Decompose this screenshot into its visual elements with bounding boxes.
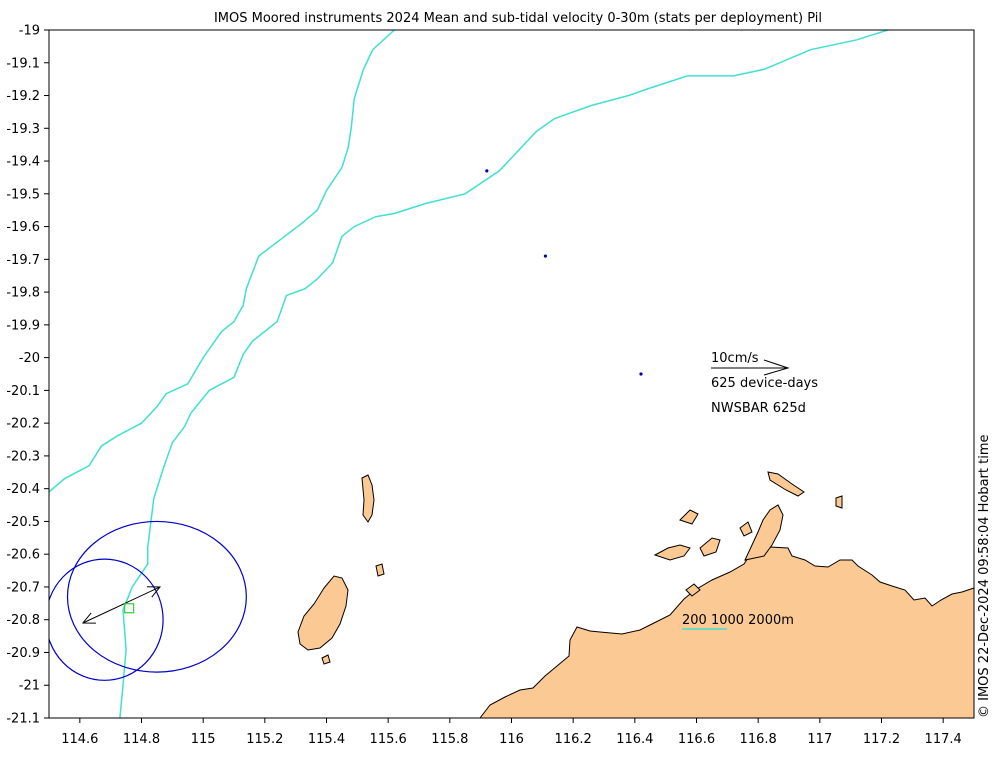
barrow-island [297, 575, 349, 651]
y-tick-label: -20 [19, 351, 40, 366]
scale-label: 10cm/s [711, 351, 759, 366]
island-small-i [375, 563, 385, 577]
island-small-h [321, 654, 331, 665]
y-tick-label: -19.8 [6, 286, 40, 301]
x-tick-label: 115.2 [246, 732, 283, 747]
burrup-peninsula [744, 504, 784, 561]
x-tick-label: 115.8 [431, 732, 468, 747]
points-layer [485, 169, 643, 376]
x-tick-label: 117.2 [863, 732, 900, 747]
station-marker [124, 603, 135, 614]
y-tick-label: -19.1 [6, 56, 40, 71]
device-days-label: 625 device-days [711, 376, 818, 391]
x-tick-label: 116.8 [740, 732, 777, 747]
y-tick-label: -20.9 [6, 646, 40, 661]
y-tick-label: -20.2 [6, 417, 40, 432]
y-tick-label: -19.5 [6, 187, 40, 202]
island-small-g [685, 583, 701, 597]
copyright-label: © IMOS 22-Dec-2024 09:58:04 Hobart time [977, 434, 992, 718]
x-tick-label: 117 [807, 732, 832, 747]
y-tick-label: -21.1 [6, 712, 40, 727]
x-tick-label: 117.4 [925, 732, 962, 747]
y-tick-label: -19.7 [6, 253, 40, 268]
mean-velocity-arrow-head [146, 586, 162, 598]
variance-ellipse-2 [66, 520, 247, 673]
variance-ellipse-1 [49, 558, 164, 681]
x-tick-label: 115.6 [370, 732, 407, 747]
y-tick-label: -20.6 [6, 548, 40, 563]
mooring-point-1 [485, 169, 489, 173]
mooring-point-3 [639, 372, 643, 376]
scale-arrow-head [763, 359, 790, 376]
y-axis: -19 -19.1 -19.2 -19.3 -19.4 -19.5 -19.6 -19.7 -1… [6, 24, 49, 727]
land-layer [297, 471, 975, 719]
ellipse-layer [49, 520, 247, 681]
dampier-island-f [739, 521, 753, 537]
y-tick-label: -20.8 [6, 613, 40, 628]
mean-velocity-arrow-tail-head [81, 612, 96, 624]
dampier-island-e [835, 495, 843, 509]
x-tick-label: 116.4 [616, 732, 653, 747]
mean-velocity-arrow-shaft [82, 586, 161, 624]
x-tick-label: 114.6 [61, 732, 98, 747]
dampier-island-b [699, 537, 721, 557]
y-tick-label: -19.9 [6, 318, 40, 333]
y-tick-label: -19.4 [6, 155, 40, 170]
x-tick-label: 116 [499, 732, 524, 747]
dampier-island-c [679, 509, 699, 525]
isobath-legend-label: 200 1000 2000m [682, 613, 794, 628]
isobath-line-1000 [119, 30, 888, 718]
mooring-point-2 [543, 254, 548, 258]
isobath-layer [49, 30, 888, 718]
y-tick-label: -21 [19, 679, 40, 694]
isobath-line-200 [49, 30, 395, 493]
y-tick-label: -20.3 [6, 449, 40, 464]
x-tick-label: 116.6 [678, 732, 715, 747]
isobath-legend: 200 1000 2000m [682, 613, 794, 630]
x-tick-label: 116.2 [555, 732, 592, 747]
y-tick-label: -20.1 [6, 384, 40, 399]
dampier-island-d [767, 471, 805, 497]
x-tick-label: 115 [191, 732, 216, 747]
y-tick-label: -19.6 [6, 220, 40, 235]
dampier-island-a [653, 544, 691, 561]
x-tick-label: 115.4 [308, 732, 345, 747]
map-title: IMOS Moored instruments 2024 Mean and su… [214, 11, 822, 26]
y-tick-label: -20.5 [6, 515, 40, 530]
y-tick-label: -19.3 [6, 122, 40, 137]
x-tick-label: 114.8 [123, 732, 160, 747]
y-tick-label: -19 [19, 24, 40, 39]
y-tick-label: -20.7 [6, 580, 40, 595]
station-label: NWSBAR 625d [711, 401, 806, 416]
station-layer [81, 586, 162, 624]
montebello-islands [361, 474, 375, 523]
y-tick-label: -20.4 [6, 482, 40, 497]
x-axis: 114.6 114.8 115 115.2 115.4 115.6 115.8 116 116.… [61, 718, 962, 747]
velocity-legend: 10cm/s 625 device-days NWSBAR 625d [711, 351, 818, 416]
y-tick-label: -19.2 [6, 89, 40, 104]
